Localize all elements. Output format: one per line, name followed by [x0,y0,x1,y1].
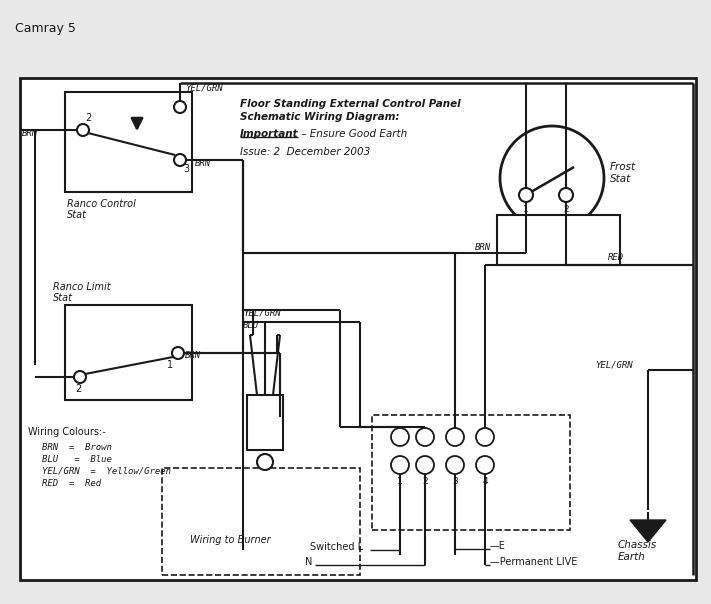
Bar [65,92,192,192]
Text: Camray 5: Camray 5 [15,22,76,35]
Text: Issue: 2  December 2003: Issue: 2 December 2003 [240,147,370,157]
Bar [162,468,360,575]
Circle shape [391,456,409,474]
Circle shape [172,347,184,359]
Text: YEL/GRN: YEL/GRN [595,361,633,370]
Text: 2: 2 [563,205,569,213]
Text: Stat: Stat [67,210,87,220]
Text: Wiring to Burner: Wiring to Burner [190,535,271,545]
Bar [372,415,570,530]
Text: —Permanent LIVE: —Permanent LIVE [490,557,577,567]
Circle shape [257,454,273,470]
Text: 2: 2 [422,478,428,486]
Text: Floor Standing External Control Panel: Floor Standing External Control Panel [240,99,461,109]
Text: Frost: Frost [610,162,636,172]
Text: RED  =  Red: RED = Red [42,478,101,487]
Circle shape [446,428,464,446]
Text: YEL/GRN: YEL/GRN [243,309,281,318]
Text: Stat: Stat [53,293,73,303]
Circle shape [174,101,186,113]
Circle shape [174,154,186,166]
Circle shape [476,428,494,446]
Text: 1: 1 [167,360,173,370]
Circle shape [500,126,604,230]
Text: Switched L: Switched L [310,542,363,552]
Text: 2: 2 [75,384,81,394]
Bar [497,215,620,265]
Text: Wiring Colours:-: Wiring Colours:- [28,427,106,437]
Circle shape [391,428,409,446]
Text: 2: 2 [85,113,91,123]
Text: Earth: Earth [618,552,646,562]
Text: Important: Important [240,129,299,139]
Text: Stat: Stat [610,174,631,184]
Text: BRN: BRN [22,129,38,138]
Circle shape [559,188,573,202]
Circle shape [446,456,464,474]
Text: 1: 1 [397,478,403,486]
Text: N: N [305,557,312,567]
Text: BLU: BLU [243,321,259,330]
Circle shape [74,371,86,383]
Text: BRN: BRN [475,243,491,252]
Text: —E: —E [490,541,506,551]
Bar [20,78,696,580]
Circle shape [416,428,434,446]
Circle shape [476,456,494,474]
Bar [65,305,192,400]
Bar [247,395,283,450]
Text: 4: 4 [482,478,488,486]
Circle shape [77,124,89,136]
Text: RED: RED [608,254,624,263]
Text: 3: 3 [452,478,458,486]
Text: YEL/GRN: YEL/GRN [185,83,223,92]
Text: BRN: BRN [195,158,211,167]
Text: – Ensure Good Earth: – Ensure Good Earth [298,129,407,139]
Text: BRN: BRN [185,350,201,359]
Text: Ranco Limit: Ranco Limit [53,282,111,292]
Text: 1: 1 [523,205,529,213]
Text: BLU   =  Blue: BLU = Blue [42,454,112,463]
Circle shape [519,188,533,202]
Text: Schematic Wiring Diagram:: Schematic Wiring Diagram: [240,112,400,122]
Text: 3: 3 [183,164,189,174]
Polygon shape [630,520,666,542]
Text: Ranco Control: Ranco Control [67,199,136,209]
Text: BRN  =  Brown: BRN = Brown [42,443,112,452]
Circle shape [416,456,434,474]
Text: YEL/GRN  =  Yellow/Green: YEL/GRN = Yellow/Green [42,466,171,475]
Text: Chassis: Chassis [618,540,657,550]
